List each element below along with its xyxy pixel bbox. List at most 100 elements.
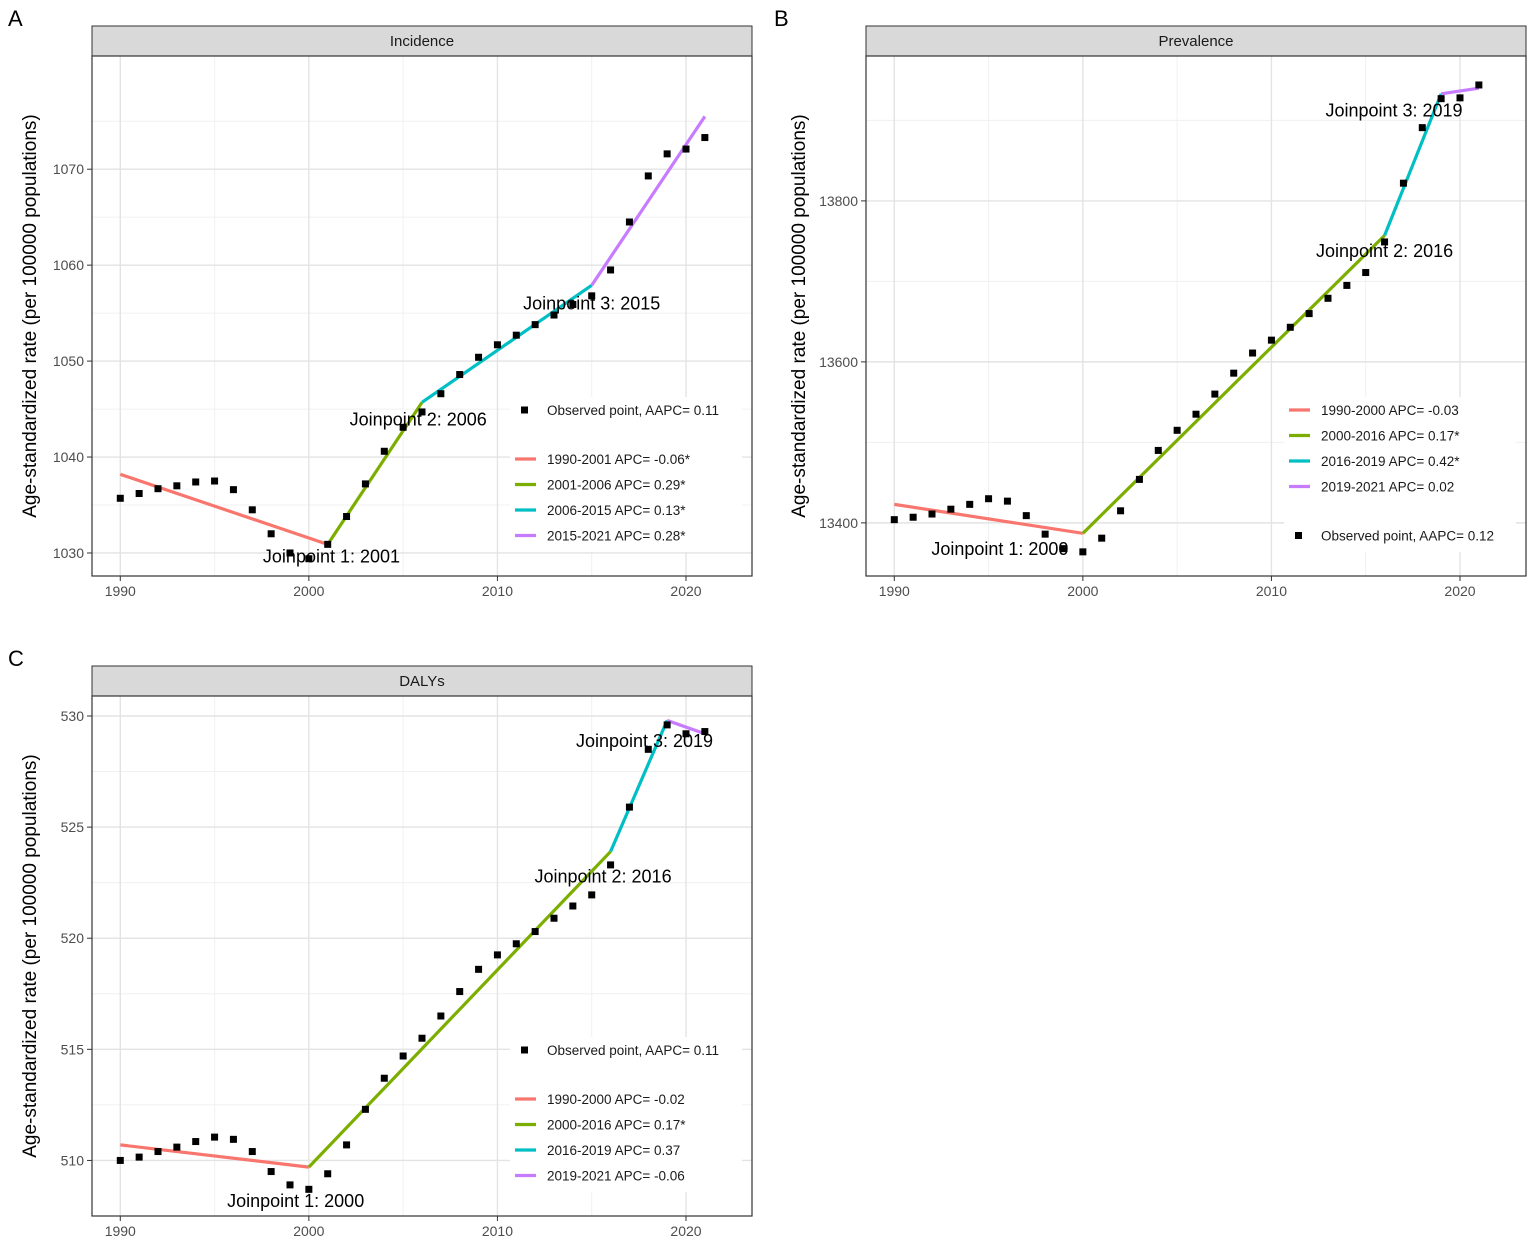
observed-point (192, 478, 200, 486)
x-tick-label: 2020 (670, 583, 701, 599)
observed-point (361, 1105, 369, 1113)
facet-title: Incidence (390, 33, 454, 50)
segment-line (894, 502, 1084, 535)
observed-point (1437, 95, 1445, 103)
x-tick-label: 2000 (293, 583, 324, 599)
observed-point (512, 940, 520, 948)
observed-point (1343, 281, 1351, 289)
observed-point (361, 480, 369, 488)
observed-point (286, 549, 294, 557)
observed-point (229, 486, 237, 494)
observed-point (644, 745, 652, 753)
observed-point (286, 1181, 294, 1189)
observed-point (1135, 475, 1143, 483)
y-tick-label: 525 (61, 819, 85, 835)
y-axis-title: Age-standardized rate (per 100000 popula… (20, 754, 41, 1158)
observed-point (343, 1141, 351, 1149)
segment-line (666, 718, 706, 736)
legend-label: 2016-2019 APC= 0.37 (547, 1143, 680, 1158)
x-tick-label: 2000 (1067, 583, 1098, 599)
observed-point (1041, 530, 1049, 538)
segment-line (307, 850, 612, 1169)
panel-label: C (8, 646, 24, 671)
observed-point (985, 495, 993, 503)
y-axis-title: Age-standardized rate (per 100000 popula… (789, 114, 810, 518)
observed-point (305, 1185, 313, 1193)
y-tick-label: 1070 (53, 161, 84, 177)
observed-point (1211, 390, 1219, 398)
x-tick-label: 2020 (670, 1223, 701, 1239)
observed-point (1381, 238, 1389, 246)
observed-point (248, 506, 256, 514)
x-tick-label: 2010 (1256, 583, 1287, 599)
legend-label: 2015-2021 APC= 0.28* (547, 529, 686, 544)
segment-line (1081, 234, 1386, 535)
facet-strip (865, 25, 1527, 57)
legend-observed-label: Observed point, AAPC= 0.12 (1321, 529, 1494, 544)
legend-label: 2006-2015 APC= 0.13* (547, 503, 686, 518)
y-tick-label: 1050 (53, 353, 84, 369)
x-tick-label: 1990 (879, 583, 910, 599)
joinpoint-annotation: Joinpoint 1: 2000 (227, 1191, 364, 1211)
y-tick-label: 13800 (819, 193, 858, 209)
observed-point (135, 489, 143, 497)
observed-point (399, 423, 407, 431)
legend-label: 1990-2000 APC= -0.02 (547, 1092, 685, 1107)
x-tick-label: 2000 (293, 1223, 324, 1239)
observed-point (1192, 410, 1200, 418)
observed-point (399, 1052, 407, 1060)
observed-point (1022, 512, 1030, 520)
observed-point (135, 1153, 143, 1161)
observed-point (380, 1074, 388, 1082)
legend-label: 2001-2006 APC= 0.29* (547, 478, 686, 493)
observed-point (966, 500, 974, 508)
observed-point (682, 730, 690, 738)
y-tick-label: 530 (61, 708, 85, 724)
observed-point (569, 300, 577, 308)
observed-point (1456, 94, 1464, 102)
panel-incidence: A Incidence 1990 2000 2010 2020 1030 1040 1050 10… (8, 6, 753, 599)
segment-line (609, 719, 669, 853)
y-axis-title: Age-standardized rate (per 100000 popula… (20, 114, 41, 518)
joinpoint-annotation: Joinpoint 2: 2006 (350, 409, 487, 429)
observed-point (1060, 545, 1068, 553)
observed-point (625, 803, 633, 811)
observed-point (1324, 294, 1332, 302)
observed-point (475, 965, 483, 973)
observed-point (588, 292, 596, 300)
joinpoint-annotation: Joinpoint 3: 2019 (576, 731, 713, 751)
segment-line (421, 283, 593, 404)
panel-label: A (8, 6, 23, 31)
panel-dalys: C DALYs 1990 2000 2010 2020 510 515 520 525 530 Age… (8, 646, 753, 1239)
y-tick-label: 1060 (53, 257, 84, 273)
observed-point (173, 482, 181, 490)
observed-point (644, 172, 652, 180)
observed-point (305, 555, 313, 563)
observed-point (456, 988, 464, 996)
legend-box (1284, 397, 1516, 552)
legend-label: 2019-2021 APC= -0.06 (547, 1169, 685, 1184)
observed-point (1286, 323, 1294, 331)
observed-point (211, 1133, 219, 1141)
observed-point (380, 447, 388, 455)
observed-point (211, 477, 219, 485)
joinpoint-annotation: Joinpoint 1: 2000 (931, 539, 1068, 559)
x-tick-label: 2010 (482, 583, 513, 599)
legend-observed-key (1295, 532, 1302, 539)
observed-point (493, 341, 501, 349)
legend-label: 1990-2001 APC= -0.06* (547, 452, 691, 467)
legend-observed-key (521, 1046, 528, 1054)
observed-point (267, 530, 275, 538)
observed-point (890, 516, 898, 524)
facet-title: Prevalence (1158, 33, 1233, 50)
observed-point (1475, 81, 1483, 89)
observed-point (569, 902, 577, 910)
segment-line (120, 1143, 310, 1169)
observed-point (550, 914, 558, 922)
observed-point (663, 721, 671, 729)
segment-line (1383, 93, 1443, 237)
observed-point (607, 861, 615, 869)
observed-point (1173, 426, 1181, 434)
observed-point (1230, 369, 1238, 377)
